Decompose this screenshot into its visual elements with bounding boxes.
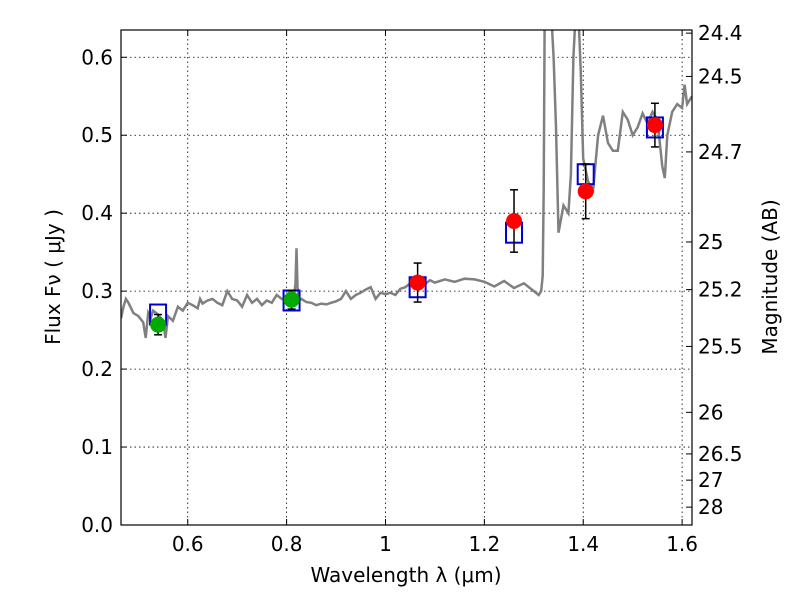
y-tick-label: 0.6 — [81, 45, 113, 69]
y-tick-label: 0.4 — [81, 201, 113, 225]
observation-point — [646, 117, 663, 134]
x-tick-label: 1.6 — [666, 532, 698, 556]
magnitude-tick-label: 28 — [698, 495, 723, 519]
y-tick-label: 0.2 — [81, 357, 113, 381]
magnitude-axis-ticks: 24.4 24.5 24.7 25 25.2 25.5 26 26.527 28 — [686, 21, 743, 519]
magnitude-tick-label: 24.7 — [698, 140, 743, 164]
y-tick-label: 0.0 — [81, 513, 113, 537]
magnitude-tick-label: 24.5 — [698, 64, 743, 88]
magnitude-tick-label: 26 — [698, 400, 723, 424]
x-axis-ticks: 0.6 0.8 1 1.2 1.4 1.6 — [172, 30, 698, 556]
observation-point — [283, 291, 300, 308]
observation-point — [506, 212, 523, 229]
magnitude-tick-label: 24.4 — [698, 21, 743, 45]
observation-point — [409, 274, 426, 291]
plot-frame — [120, 29, 693, 526]
y-tick-label: 0.5 — [81, 123, 113, 147]
x-tick-label: 1.4 — [567, 532, 599, 556]
y-axis-ticks: 0.0 0.1 0.2 0.3 0.4 0.5 0.6 — [81, 45, 127, 537]
plot-area — [121, 30, 692, 339]
y-axis-title: Flux Fν ( μJy ) — [41, 209, 65, 345]
x-tick-label: 1 — [379, 532, 392, 556]
x-axis-title: Wavelength λ (μm) — [310, 563, 501, 587]
magnitude-tick-label: 25 — [698, 230, 723, 254]
model-spectrum-line — [121, 30, 692, 339]
observation-point — [150, 316, 167, 333]
y-tick-label: 0.3 — [81, 279, 113, 303]
magnitude-axis-title: Magnitude (AB) — [758, 199, 782, 354]
x-tick-label: 1.2 — [468, 532, 500, 556]
magnitude-tick-label: 26.5 — [698, 442, 743, 466]
magnitude-tick-label: 25.2 — [698, 278, 743, 302]
x-tick-label: 0.6 — [172, 532, 204, 556]
magnitude-tick-label: 25.5 — [698, 334, 743, 358]
observation-point — [577, 183, 594, 200]
x-tick-label: 0.8 — [271, 532, 303, 556]
y-tick-label: 0.1 — [81, 435, 113, 459]
observation-points — [150, 117, 663, 333]
magnitude-tick-label: 27 — [698, 468, 723, 492]
